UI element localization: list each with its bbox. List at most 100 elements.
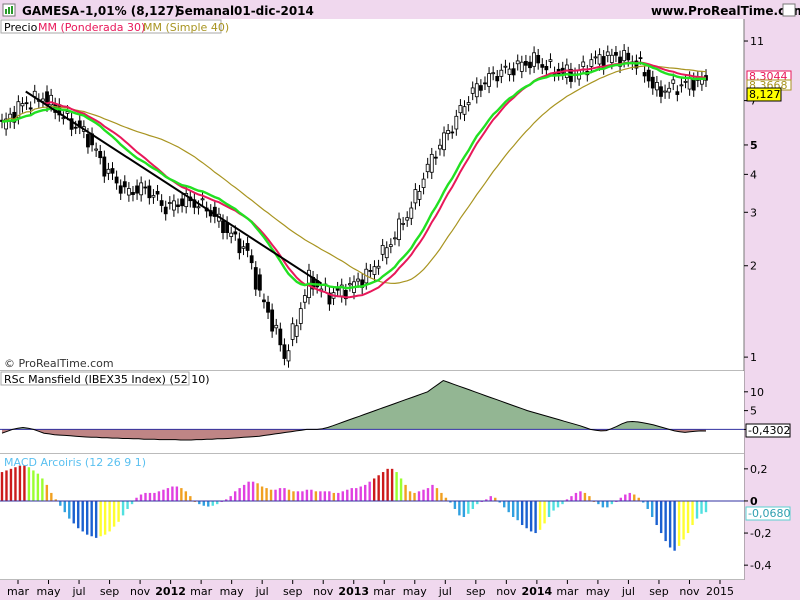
macd-bar [9,468,13,501]
x-tick-label: jul [621,585,635,598]
x-axis-band [0,580,800,600]
macd-bar [673,500,676,551]
macd-bar [381,472,385,501]
macd-y-tick-label: -0,2 [750,527,771,540]
candle-body [290,323,295,340]
macd-bar [399,478,403,501]
candle-body [343,289,348,300]
candle-body [519,61,524,72]
candle-body [286,350,291,362]
macd-bar [310,489,313,501]
x-tick-label: nov [313,585,334,598]
macd-bar [41,478,44,501]
macd-bar [45,484,49,501]
candle-body [548,59,553,62]
macd-bar [668,500,672,548]
macd-bar [682,500,685,540]
price-y-tick-label: 2 [750,260,757,273]
macd-bar [619,497,623,501]
candle-body [253,267,258,290]
macd-bar [355,488,358,501]
candle-body [376,265,381,269]
candle-body [609,54,614,63]
candle-body [667,87,672,93]
price-plot-area [0,19,744,371]
candle-body [388,244,393,247]
candle-body [335,287,340,291]
macd-bar [77,500,80,529]
candle-body [421,178,426,188]
candle-body [536,54,541,64]
candle-body [98,150,103,159]
candle-body [687,77,692,90]
x-tick-label: jul [438,585,452,598]
macd-y-tick-label: 0,2 [750,463,768,476]
macd-bar [198,500,201,505]
trendline[interactable] [25,90,322,285]
macd-bar [642,500,645,503]
macd-bar [14,467,17,501]
macd-bar [650,500,654,517]
last-price-tag [746,87,782,102]
price-y-tick-label: 5 [750,139,758,152]
candle-body [155,191,160,195]
macd-bar [139,494,143,501]
macd-bar [207,500,210,507]
candle-body [266,301,270,313]
macd-y-axis: 0,2 0 -0,2 -0,4 [744,463,771,572]
macd-bar [404,484,407,501]
macd-bar [449,500,452,503]
macd-bar [691,500,694,526]
macd-bar [175,486,179,501]
site-url[interactable]: www.ProRealTime.com [651,4,800,18]
sma-40-line [1,65,707,285]
macd-bar [471,500,475,509]
macd-bar [503,500,506,508]
macd-bar [606,500,609,508]
candle-body [180,198,184,207]
candle-body [597,54,602,65]
candle-body [581,61,586,67]
macd-bar [633,494,636,501]
candle-body [483,82,487,85]
x-tick-label: mar [556,585,578,598]
candle-body [278,328,283,346]
legend-sma: MM (Simple 40) [143,21,229,34]
candle-body [126,188,131,196]
macd-bar [624,494,627,501]
macd-bar [256,483,259,501]
candle-body [122,181,127,188]
x-tick-label: may [586,585,610,598]
macd-plot-area [0,454,744,580]
candle-body [237,238,242,254]
x-tick-label: may [403,585,427,598]
candle-body [241,246,246,249]
macd-bar [610,500,614,505]
candle-body [139,182,144,196]
macd-bars [0,465,708,551]
macd-bar [153,492,156,501]
macd-bar [458,500,461,516]
macd-bar [476,500,479,505]
macd-bar [364,484,367,501]
x-tick-label: mar [190,585,212,598]
window-controls-icon[interactable] [782,3,796,17]
price-change: -1,01% (8,127) [80,4,180,18]
candle-body [143,186,148,189]
macd-bar [520,500,524,526]
macd-bar [72,500,75,524]
candle-body [605,51,610,56]
rsc-last-value: -0,4302 [748,424,790,437]
macd-bar [121,500,125,516]
candle-body [413,189,418,204]
macd-bar [162,489,165,501]
candle-body [118,185,123,194]
candle-body [221,220,225,233]
candle-body [200,198,205,201]
candle-body [294,325,299,337]
legend-price: Precio [4,21,38,34]
candle-body [225,222,230,233]
macd-bar [238,488,241,501]
x-tick-label: may [37,585,61,598]
rsc-line [1,379,707,441]
